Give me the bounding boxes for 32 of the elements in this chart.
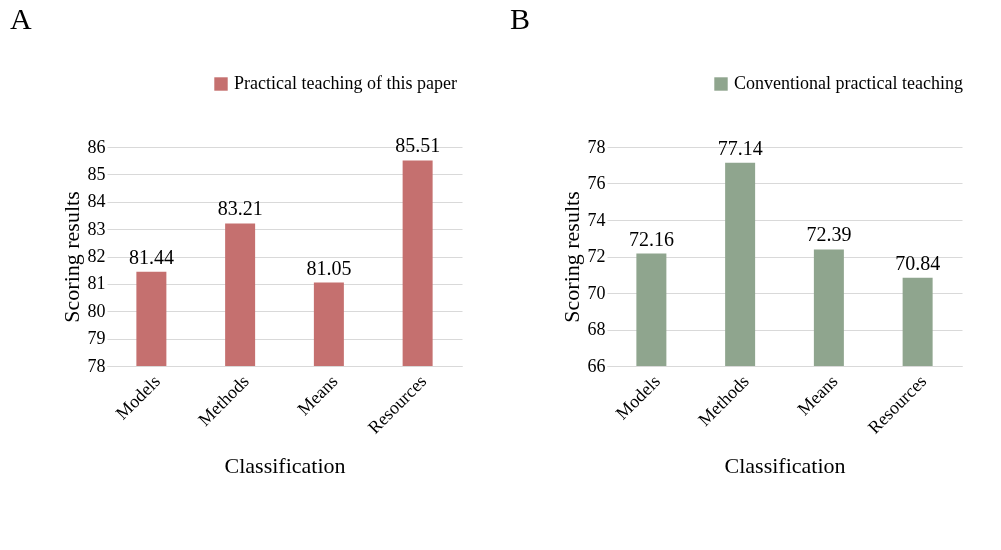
y-tick-label: 85: [87, 163, 106, 184]
y-tick-label: 74: [587, 209, 606, 230]
y-tick-label: 83: [87, 218, 106, 239]
y-tick-label: 82: [87, 246, 106, 266]
y-tick-label: 72: [587, 246, 606, 266]
y-tick-label: 79: [87, 328, 106, 349]
y-tick-label: 86: [87, 136, 106, 157]
y-tick-label: 76: [587, 173, 606, 193]
data-label: 81.05: [306, 256, 352, 279]
data-label: 85.51: [395, 134, 441, 157]
legend-label: Practical teaching of this paper: [234, 73, 457, 93]
y-tick-label: 70: [587, 282, 606, 303]
y-tick-label: 81: [87, 273, 106, 294]
chart-title: A: [10, 2, 32, 35]
data-label: 83.21: [217, 197, 263, 220]
x-axis-title: Classification: [724, 452, 846, 478]
data-label: 70.84: [895, 251, 941, 274]
legend-label: Conventional practical teaching: [734, 73, 963, 93]
data-label: 81.44: [128, 245, 174, 268]
data-label: 72.39: [806, 223, 852, 246]
y-axis-title: Scoring results: [558, 191, 584, 323]
y-tick-label: 78: [587, 136, 606, 157]
data-label: 72.16: [628, 227, 674, 250]
y-tick-label: 80: [87, 300, 106, 321]
y-axis-title: Scoring results: [58, 191, 84, 323]
x-axis-title: Classification: [224, 452, 346, 478]
chart-title: B: [510, 2, 531, 35]
y-tick-label: 66: [587, 355, 606, 376]
data-label: 77.14: [717, 136, 763, 159]
y-tick-label: 78: [87, 355, 106, 376]
y-tick-label: 84: [87, 191, 106, 212]
y-tick-label: 68: [587, 319, 606, 339]
